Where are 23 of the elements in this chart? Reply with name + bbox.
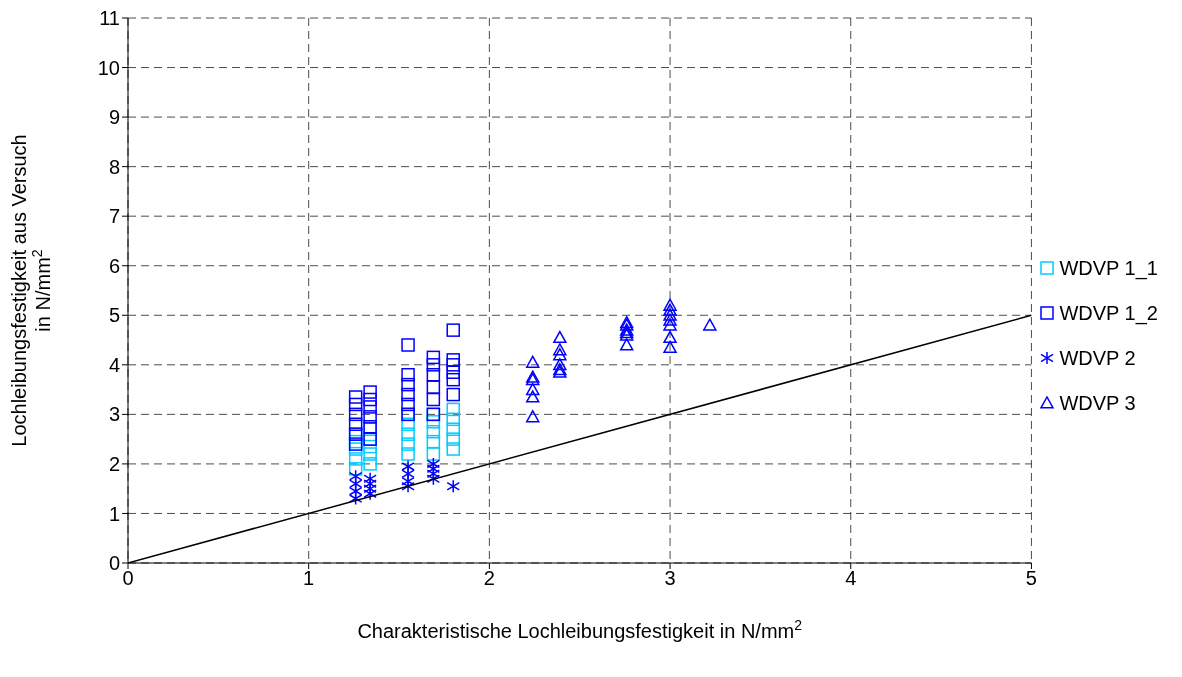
y-tick-label: 0 xyxy=(108,552,120,575)
x-tick-label: 0 xyxy=(122,567,134,590)
legend-label: WDVP 1_2 xyxy=(1059,301,1158,325)
legend-label: WDVP 2 xyxy=(1059,346,1136,370)
y-tick-label: 7 xyxy=(108,205,120,228)
x-tick-label: 1 xyxy=(303,567,315,590)
y-tick-label: 8 xyxy=(108,155,120,178)
x-tick-label: 4 xyxy=(845,567,857,590)
y-tick-label: 1 xyxy=(108,502,120,525)
legend-label: WDVP 1_1 xyxy=(1059,256,1158,280)
y-tick-label: 4 xyxy=(108,353,120,376)
y-tick-label: 6 xyxy=(108,254,120,277)
y-tick-label: 3 xyxy=(108,403,120,426)
y-tick-label: 9 xyxy=(108,106,120,129)
x-tick-label: 3 xyxy=(664,567,676,590)
y-tick-label: 5 xyxy=(108,304,120,327)
y-tick-label: 2 xyxy=(108,453,120,476)
legend-label: WDVP 3 xyxy=(1059,391,1136,415)
x-tick-label: 5 xyxy=(1025,567,1037,590)
y-tick-label: 10 xyxy=(97,56,120,79)
x-axis-title: Charakteristische Lochleibungsfestigkeit in N/mm$^{2}$ xyxy=(357,617,803,642)
y-tick-label: 11 xyxy=(99,7,120,30)
x-tick-label: 2 xyxy=(483,567,495,590)
